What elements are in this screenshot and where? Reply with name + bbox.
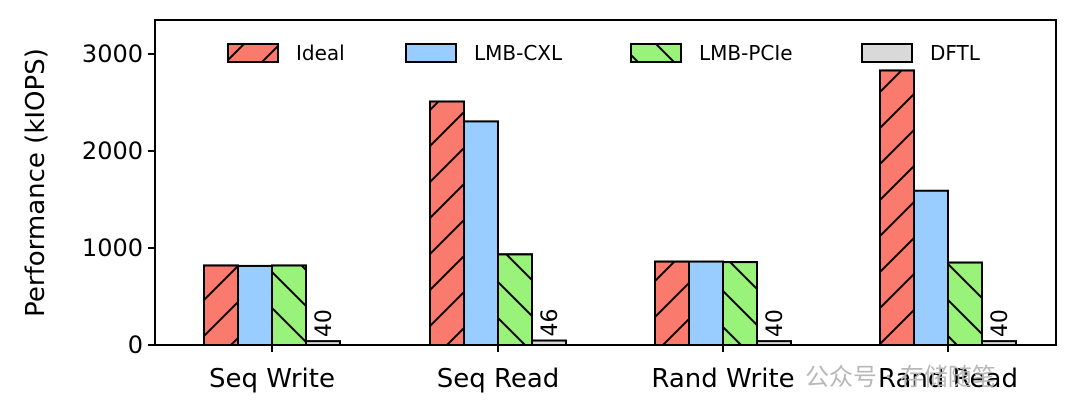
bar-lmb-cxl-seq-read [463,120,499,346]
bar-hatch-ideal-seq-read [430,101,464,345]
legend-hatch-ideal [228,44,278,62]
legend-label-dftl: DFTL [930,41,981,65]
x-tick-label: Seq Write [209,364,335,394]
x-tick-label: Rand Read [878,364,1018,394]
bar-hatch-lmb-pcie-rand-write [723,262,757,345]
y-tick-label: 2000 [82,137,143,165]
bar-hatch-ideal-seq-write [204,265,238,345]
bar-lmb-cxl-rand-read [913,189,949,346]
plot-frame [154,19,1057,346]
legend-outline-lmb-pcie [630,43,682,63]
legend-outline-ideal [227,43,279,63]
watermark-text: 公众号 · 存储随笔 [805,363,996,391]
data-label: 40 [312,309,337,337]
legend-swatch-dftl [861,43,913,63]
bar-hatch-ideal-rand-read [880,70,914,346]
y-tick-label: 0 [128,331,143,359]
data-label: 46 [538,309,563,337]
x-tick-label: Rand Write [651,364,794,394]
legend-swatch-lmb-cxl [405,43,457,63]
legend-hatch-lmb-pcie [631,44,681,62]
y-axis-label: Performance (kIOPS) [21,48,51,317]
bar-lmb-cxl-rand-write [688,260,724,347]
y-tick-label: 1000 [82,234,143,262]
legend-label-lmb-cxl: LMB-CXL [474,41,563,65]
legend: Ideal LMB-CXL LMB-PCIe DFTL [227,41,981,65]
bar-lmb-cxl-seq-write [237,264,273,346]
data-label: 40 [988,309,1013,337]
data-label: 40 [763,309,788,337]
bar-hatch-ideal-rand-write [655,261,689,345]
bar-hatch-lmb-pcie-rand-read [948,262,982,345]
bar-hatch-lmb-pcie-seq-write [272,265,306,345]
y-tick-label: 3000 [82,40,143,68]
x-tick-label: Seq Read [437,364,560,394]
legend-label-ideal: Ideal [296,41,345,65]
legend-label-lmb-pcie: LMB-PCIe [699,41,793,65]
bar-hatch-lmb-pcie-seq-read [498,254,532,345]
